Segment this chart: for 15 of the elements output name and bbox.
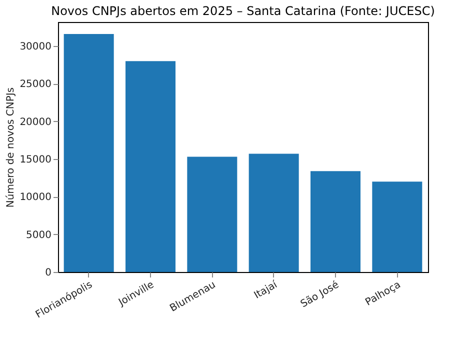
bar	[64, 34, 114, 272]
y-tick-label: 0	[45, 268, 52, 278]
y-tick-label: 15000	[20, 154, 52, 166]
y-tick-label: 30000	[20, 42, 52, 53]
y-tick-label: 20000	[20, 116, 52, 128]
bar	[187, 156, 238, 272]
bar	[126, 61, 176, 272]
chart-title: Novos CNPJs abertos em 2025 – Santa Catarina (Fonte: JUCESC)	[51, 4, 435, 18]
y-tick-label: 5000	[26, 230, 52, 241]
y-axis-title: Número de novos CNPJs	[6, 87, 17, 208]
y-tick-label: 25000	[20, 79, 52, 90]
bar	[310, 171, 360, 272]
bar	[372, 182, 422, 272]
y-tick-label: 10000	[20, 192, 52, 204]
bar	[248, 154, 299, 272]
